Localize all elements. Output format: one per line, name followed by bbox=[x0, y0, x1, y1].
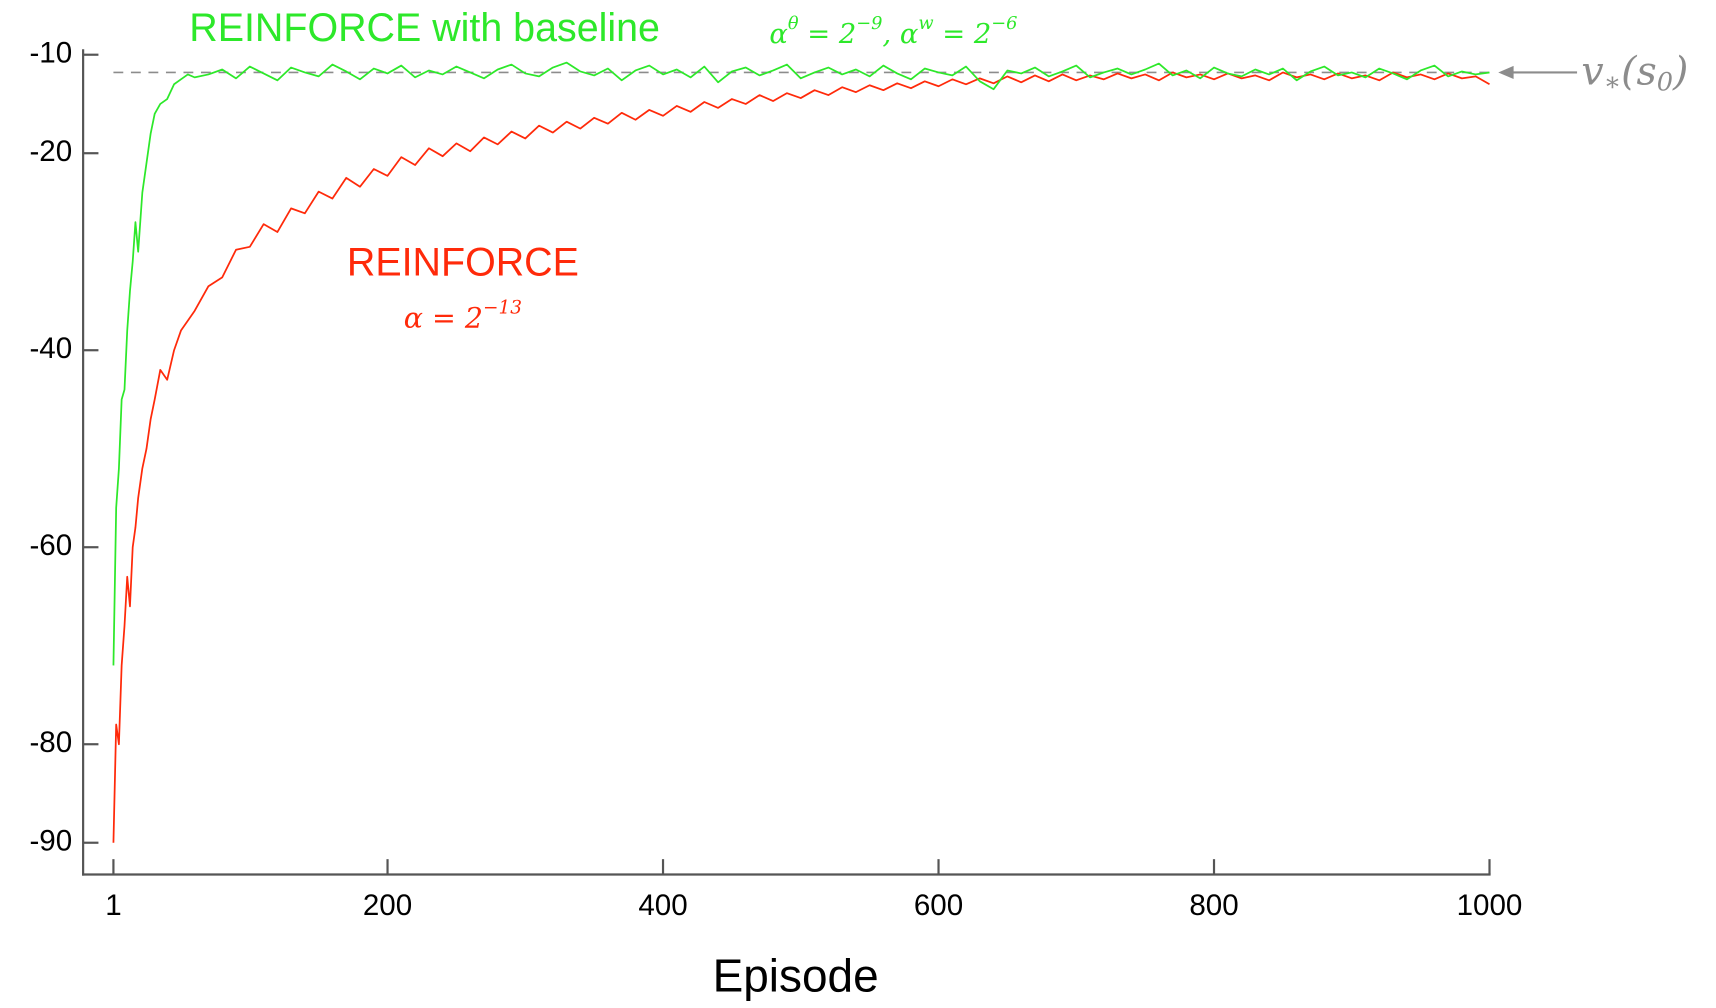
y-tick-label: -80 bbox=[29, 726, 72, 759]
text-part: (s bbox=[1621, 49, 1657, 95]
x-axis-title: Episode bbox=[713, 950, 879, 1002]
text-part: α bbox=[769, 19, 787, 50]
x-tick-label: 1000 bbox=[1457, 889, 1523, 922]
x-tick-label: 400 bbox=[638, 889, 687, 922]
text-part: ) bbox=[1672, 49, 1688, 95]
script: −9 bbox=[856, 13, 882, 34]
annotation: αθ = 2−9, αw = 2−6 bbox=[769, 13, 1017, 49]
reference-arrowhead bbox=[1498, 65, 1514, 80]
text-part: v bbox=[1581, 49, 1603, 95]
annotation: v∗(s0) bbox=[1581, 49, 1688, 98]
y-tick-label: -40 bbox=[29, 332, 72, 365]
script: −13 bbox=[483, 298, 522, 319]
y-tick-label: -10 bbox=[29, 37, 72, 70]
text-part: = 2 bbox=[799, 19, 857, 50]
series-line bbox=[112, 61, 1490, 666]
x-tick-label: 800 bbox=[1189, 889, 1238, 922]
x-tick-label: 600 bbox=[914, 889, 963, 922]
y-tick-label: -20 bbox=[29, 135, 72, 168]
series-label: REINFORCE with baseline bbox=[189, 6, 660, 50]
text-part: , α bbox=[882, 19, 918, 50]
script: w bbox=[918, 13, 933, 34]
script: θ bbox=[788, 13, 799, 34]
series-label: REINFORCE bbox=[347, 240, 579, 284]
text-part: α = 2 bbox=[404, 301, 483, 334]
script: ∗ bbox=[1604, 67, 1621, 97]
script: −6 bbox=[991, 13, 1017, 34]
x-tick-label: 200 bbox=[363, 889, 412, 922]
text-part: = 2 bbox=[934, 19, 992, 50]
annotation: α = 2−13 bbox=[404, 298, 522, 334]
script: 0 bbox=[1657, 67, 1673, 97]
y-tick-label: -90 bbox=[29, 825, 72, 858]
x-tick-label: 1 bbox=[105, 889, 121, 922]
y-tick-label: -60 bbox=[29, 529, 72, 562]
series-line bbox=[112, 71, 1490, 843]
